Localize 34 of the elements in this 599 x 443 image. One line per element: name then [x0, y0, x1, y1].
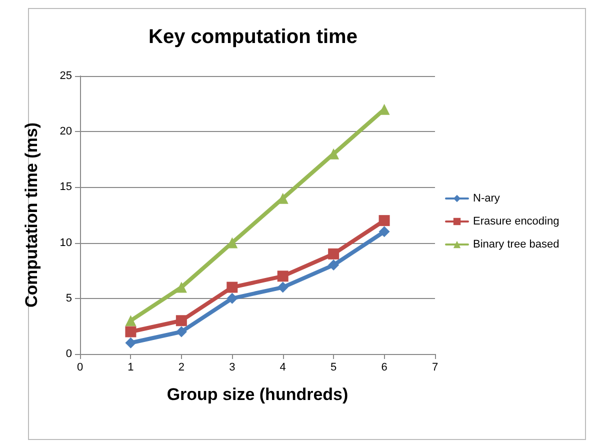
point — [125, 337, 136, 348]
point — [328, 248, 340, 260]
y-tick-label: 20 — [60, 126, 72, 138]
point — [378, 226, 390, 238]
x-tick-label: 6 — [381, 362, 388, 374]
point — [378, 215, 390, 226]
legend-label: N-ary — [473, 192, 500, 204]
point — [125, 315, 136, 326]
x-tick-label: 4 — [280, 362, 286, 374]
point — [176, 282, 187, 293]
point — [277, 282, 288, 293]
y-tick-label: 0 — [66, 348, 72, 360]
x-tick-label: 7 — [432, 362, 438, 374]
point — [277, 270, 288, 282]
x-tick-label: 0 — [76, 362, 84, 374]
y-tick-label: 25 — [60, 70, 72, 82]
point — [226, 292, 238, 304]
y-tick-label: 5 — [66, 292, 72, 304]
x-axis-title: Group size (hundreds) — [166, 385, 348, 404]
y-axis-title: Computation time (ms) — [22, 122, 41, 308]
x-tick-label: 5 — [330, 362, 337, 374]
chart-title: Key computation time — [148, 26, 358, 48]
y-tick-label: 10 — [60, 236, 72, 249]
point — [226, 282, 238, 293]
legend-label: Erasure encoding — [473, 216, 560, 228]
point — [176, 315, 187, 326]
point — [176, 326, 187, 338]
x-tick-label: 3 — [229, 362, 236, 374]
point — [328, 260, 340, 271]
legend-label: Binary tree based — [473, 238, 560, 250]
point — [125, 326, 136, 338]
y-tick-label: 15 — [60, 181, 72, 194]
x-tick-label: 2 — [178, 362, 184, 374]
x-tick-label: 1 — [128, 362, 134, 374]
